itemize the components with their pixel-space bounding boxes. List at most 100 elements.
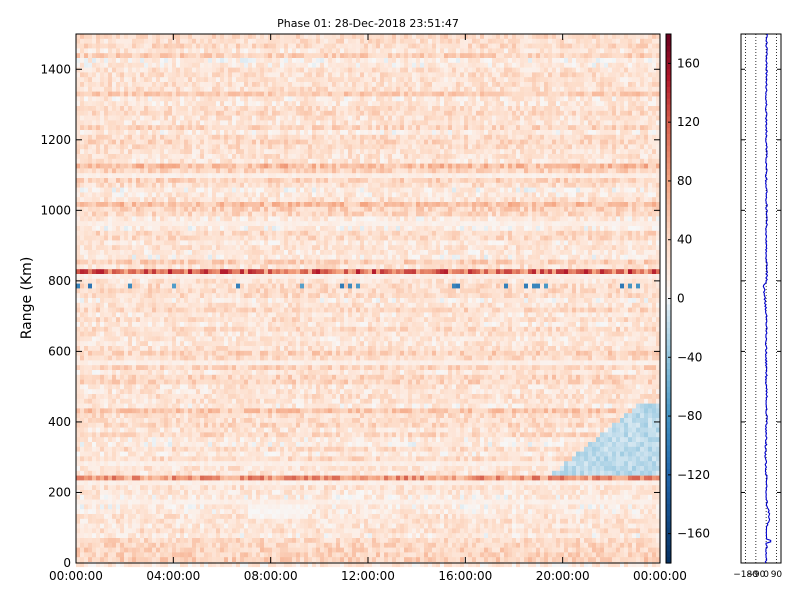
heatmap-cell — [180, 192, 185, 198]
heatmap-cell — [348, 125, 353, 131]
heatmap-cell — [484, 125, 489, 131]
heatmap-cell — [492, 115, 497, 121]
heatmap-cell — [228, 96, 233, 102]
heatmap-cell — [384, 43, 389, 49]
heatmap-cell — [348, 168, 353, 174]
heatmap-cell — [248, 38, 253, 44]
heatmap-cell — [344, 38, 349, 44]
heatmap-cell — [644, 173, 649, 179]
heatmap-cell — [296, 168, 301, 174]
heatmap-cell — [232, 77, 237, 83]
heatmap-cell — [308, 120, 313, 126]
heatmap-cell — [88, 67, 93, 73]
heatmap-cell — [224, 86, 229, 92]
heatmap-cell — [232, 106, 237, 112]
heatmap-cell — [460, 96, 465, 102]
heatmap-cell — [328, 62, 333, 68]
heatmap-cell — [432, 110, 437, 116]
heatmap-cell — [160, 91, 165, 97]
heatmap-cell — [104, 120, 109, 126]
heatmap-cell — [76, 163, 81, 169]
heatmap-cell — [504, 173, 509, 179]
heatmap-cell — [232, 62, 237, 68]
heatmap-cell — [540, 120, 545, 126]
heatmap-cell — [88, 139, 93, 145]
heatmap-cell — [536, 144, 541, 150]
heatmap-cell — [528, 192, 533, 198]
heatmap-cell — [424, 96, 429, 102]
heatmap-cell — [388, 101, 393, 107]
heatmap-cell — [84, 149, 89, 155]
heatmap-cell — [148, 139, 153, 145]
heatmap-cell — [452, 67, 457, 73]
heatmap-cell — [372, 96, 377, 102]
heatmap-cell — [512, 173, 517, 179]
heatmap-cell — [120, 34, 125, 40]
heatmap-cell — [312, 178, 317, 184]
heatmap-cell — [484, 178, 489, 184]
heatmap-cell — [532, 182, 537, 188]
heatmap-cell — [364, 134, 369, 140]
heatmap-cell — [368, 53, 373, 59]
heatmap-cell — [580, 125, 585, 131]
heatmap-cell — [168, 110, 173, 116]
heatmap-cell — [308, 53, 313, 59]
heatmap-cell — [628, 163, 633, 169]
heatmap-cell — [276, 163, 281, 169]
heatmap-cell — [252, 187, 257, 193]
heatmap-cell — [520, 187, 525, 193]
heatmap-cell — [232, 125, 237, 131]
heatmap-cell — [208, 62, 213, 68]
heatmap-cell — [232, 120, 237, 126]
heatmap-cell — [220, 43, 225, 49]
heatmap-cell — [260, 125, 265, 131]
heatmap-cell — [624, 43, 629, 49]
heatmap-cell — [492, 101, 497, 107]
heatmap-cell — [472, 149, 477, 155]
heatmap-cell — [168, 72, 173, 78]
heatmap-cell — [616, 96, 621, 102]
heatmap-cell — [476, 182, 481, 188]
heatmap-cell — [160, 38, 165, 44]
heatmap-cell — [248, 91, 253, 97]
heatmap-cell — [420, 163, 425, 169]
heatmap-cell — [224, 96, 229, 102]
heatmap-cell — [476, 86, 481, 92]
heatmap-cell — [404, 182, 409, 188]
heatmap-cell — [116, 82, 121, 88]
heatmap-cell — [344, 158, 349, 164]
heatmap-cell — [300, 173, 305, 179]
heatmap-cell — [320, 139, 325, 145]
heatmap-cell — [476, 106, 481, 112]
heatmap-cell — [336, 115, 341, 121]
heatmap-cell — [256, 91, 261, 97]
heatmap-cell — [620, 48, 625, 54]
heatmap-cell — [284, 178, 289, 184]
heatmap-cell — [640, 82, 645, 88]
heatmap-cell — [376, 125, 381, 131]
heatmap-cell — [332, 38, 337, 44]
heatmap-cell — [248, 158, 253, 164]
heatmap-cell — [512, 192, 517, 198]
heatmap-cell — [424, 62, 429, 68]
heatmap-cell — [416, 187, 421, 193]
heatmap-cell — [588, 77, 593, 83]
heatmap-cell — [412, 72, 417, 78]
heatmap-cell — [416, 115, 421, 121]
heatmap-cell — [304, 53, 309, 59]
heatmap-cell — [500, 53, 505, 59]
heatmap-cell — [612, 115, 617, 121]
heatmap-cell — [104, 62, 109, 68]
heatmap-cell — [112, 163, 117, 169]
heatmap-cell — [596, 34, 601, 40]
heatmap-cell — [340, 101, 345, 107]
heatmap-cell — [444, 187, 449, 193]
heatmap-cell — [556, 144, 561, 150]
heatmap-cell — [564, 91, 569, 97]
heatmap-cell — [508, 101, 513, 107]
heatmap-cell — [116, 125, 121, 131]
heatmap-cell — [616, 62, 621, 68]
heatmap-cell — [116, 43, 121, 49]
heatmap-cell — [428, 48, 433, 54]
heatmap-cell — [124, 130, 129, 136]
